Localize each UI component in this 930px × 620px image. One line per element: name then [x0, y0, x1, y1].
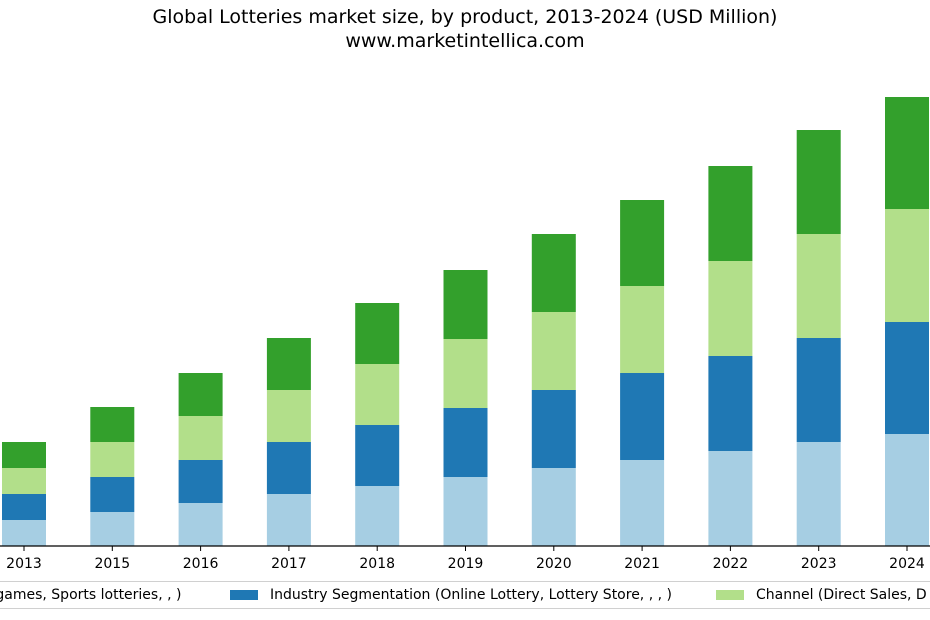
bar-segment-2019-1 — [443, 408, 488, 477]
bar-segment-2013-3 — [2, 442, 46, 468]
x-tick-label: 2015 — [94, 556, 130, 572]
legend-item-industry-segmentation: Industry Segmentation (Online Lottery, L… — [230, 587, 672, 603]
bar-segment-2016-0 — [178, 503, 223, 546]
legend: f games, Sports lotteries, , ) Industry … — [0, 581, 930, 609]
legend-item-type-of-games: f games, Sports lotteries, , ) — [0, 587, 181, 603]
bar-segment-2022-3 — [708, 166, 753, 261]
bar-segment-2020-1 — [531, 390, 576, 468]
bar-segment-2024-3 — [885, 97, 929, 209]
bar-segment-2021-2 — [620, 286, 665, 373]
bar-segment-2015-1 — [90, 477, 135, 512]
x-tick-label: 2016 — [183, 556, 219, 572]
x-tick-label: 2022 — [713, 556, 749, 572]
bar-segment-2015-0 — [90, 512, 135, 546]
bar-segment-2020-2 — [531, 312, 576, 390]
bar-segment-2017-1 — [266, 442, 311, 494]
bar-segment-2019-2 — [443, 339, 488, 408]
bar-segment-2017-3 — [266, 338, 311, 390]
legend-item-channel: Channel (Direct Sales, D — [716, 587, 927, 603]
x-tick-label: 2017 — [271, 556, 307, 572]
bar-segment-2018-1 — [355, 425, 400, 486]
bar-segment-2018-3 — [355, 303, 400, 364]
bar-segment-2015-2 — [90, 442, 135, 477]
bar-segment-2021-0 — [620, 460, 665, 546]
bar-segment-2016-2 — [178, 416, 223, 460]
bar-segment-2017-0 — [266, 494, 311, 546]
bar-segment-2024-2 — [885, 209, 929, 322]
bar-segment-2017-2 — [266, 390, 311, 442]
legend-label: Channel (Direct Sales, D — [756, 587, 927, 603]
x-tick-label: 2013 — [6, 556, 42, 572]
legend-swatch — [716, 590, 744, 600]
bar-segment-2019-3 — [443, 270, 488, 339]
bar-segment-2022-1 — [708, 356, 753, 451]
x-tick-label: 2021 — [624, 556, 660, 572]
bar-segment-2015-3 — [90, 407, 135, 442]
bar-segment-2023-2 — [796, 234, 841, 338]
bar-segment-2023-1 — [796, 338, 841, 442]
bar-segment-2016-1 — [178, 460, 223, 503]
bar-segment-2021-3 — [620, 200, 665, 286]
bar-segment-2019-0 — [443, 477, 488, 546]
legend-label: f games, Sports lotteries, , ) — [0, 587, 182, 603]
chart-subtitle: www.marketintellica.com — [345, 30, 585, 52]
legend-label: Industry Segmentation (Online Lottery, L… — [270, 587, 672, 603]
x-tick-label: 2018 — [359, 556, 395, 572]
bar-segment-2020-3 — [531, 234, 576, 312]
bar-segment-2018-0 — [355, 486, 400, 546]
bar-segment-2013-2 — [2, 468, 46, 494]
legend-swatch — [230, 590, 258, 600]
bar-segment-2013-1 — [2, 494, 46, 520]
bar-segment-2023-0 — [796, 442, 841, 546]
bar-segment-2020-0 — [531, 468, 576, 546]
bar-segment-2018-2 — [355, 364, 400, 425]
bar-segment-2022-0 — [708, 451, 753, 546]
bar-segment-2016-3 — [178, 373, 223, 416]
x-tick-label: 2019 — [448, 556, 484, 572]
bar-segment-2021-1 — [620, 373, 665, 460]
bar-segment-2022-2 — [708, 261, 753, 356]
bar-segment-2013-0 — [2, 520, 46, 546]
x-tick-label: 2020 — [536, 556, 572, 572]
x-tick-label: 2024 — [889, 556, 925, 572]
bar-segment-2023-3 — [796, 130, 841, 234]
bar-segment-2024-1 — [885, 322, 929, 434]
chart-title: Global Lotteries market size, by product… — [152, 6, 778, 28]
x-tick-label: 2023 — [801, 556, 837, 572]
bar-segment-2024-0 — [885, 434, 929, 546]
